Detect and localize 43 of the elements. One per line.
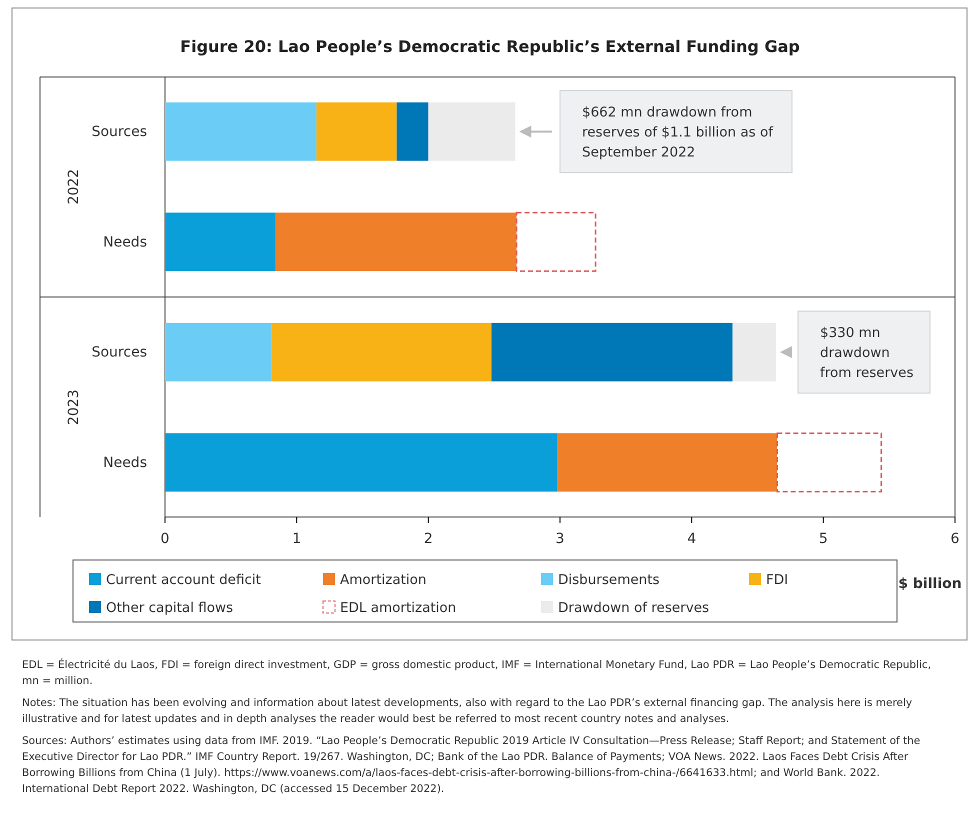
x-tick-label: 2 [424,530,433,547]
bar [165,433,558,492]
callout-box: $662 mn drawdown from reserves of $1.1 billion as of September 2022 [560,90,792,174]
legend-label: Current account deficit [106,572,261,588]
x-tick-label: 0 [160,530,170,547]
x-tick-label: 3 [556,530,564,547]
text: 2023 [66,389,82,426]
legend-label: Drawdown of reserves [558,600,710,616]
y-tick-label: Needs [103,234,147,250]
legend-label: EDL amortization [340,600,456,616]
annotation: $662 mn drawdown from reserves of $1.1 billion as of September 2022 [582,104,774,161]
text: EDL = Électricité du Laos, FDI = foreign direct investment, GDP = gross domestic product, IMF = International Monetary Fund, Lao PDR = Lao People’s Democratic Republic, mn = million. [22,658,932,687]
x-axis-title: $ billion [898,576,962,592]
legend-label: FDI [766,572,788,588]
legend-label: Amortization [340,572,426,588]
bar [316,102,397,161]
source-note: Sources: Authors’ estimates using data from IMF. 2019. “Lao People’s Democratic Republic 2019 Article IV Consultation—Press Release; Staff Report; and Statement of the Executive Director for Lao PDR.” IMF Country Report. 19/267. Washington, DC; Bank of the Lao PDR. Balance of Payments; VOA News. 2022. Laos Faces Debt Crisis After Borrowing Billions from China (1 July). https://www.voanews.com/a/laos-faces-debt-crisis-after-borrowing-billions-from-china-/6641633.html; and World Bank. 2022. International Debt Report 2022. Washington, DC (accessed 15 December 2022). [22,735,920,795]
annotation: $330 mn drawdown from reserves [820,325,914,382]
callout-box: $330 mn drawdown from reserves [798,310,930,394]
x-tick-label: 5 [818,530,828,547]
bar [165,102,316,161]
bar [516,212,596,272]
y-tick-label: Sources [92,124,147,140]
x-tick-label: 1 [292,530,302,547]
y-tick-label: Needs [103,454,147,471]
bar [276,212,517,272]
text: Notes: The situation has been evolving and information about latest developments, also with regard to the Lao PDR’s external financing gap. The analysis here is merely illustrative and for latest updates and in depth analyses the reader would best be referred to most recent country notes and analyses. [22,697,912,725]
legend-label: Disbursements [558,572,660,588]
bar [776,432,882,492]
x-tick-label: 6 [950,530,960,547]
bar [492,322,732,382]
bar [557,433,778,492]
text: 2022 [66,168,82,205]
bar [428,102,516,161]
bar [165,212,276,272]
bar [272,322,492,382]
x-tick-label: 4 [687,530,696,547]
y-tick-label: Sources [92,344,147,361]
bar [165,322,272,382]
chart-title: Figure 20: Lao People’s Democratic Republic’s External Funding Gap [180,37,800,56]
legend-label: Other capital flows [106,600,234,616]
bar [396,102,428,161]
bar [732,322,776,382]
